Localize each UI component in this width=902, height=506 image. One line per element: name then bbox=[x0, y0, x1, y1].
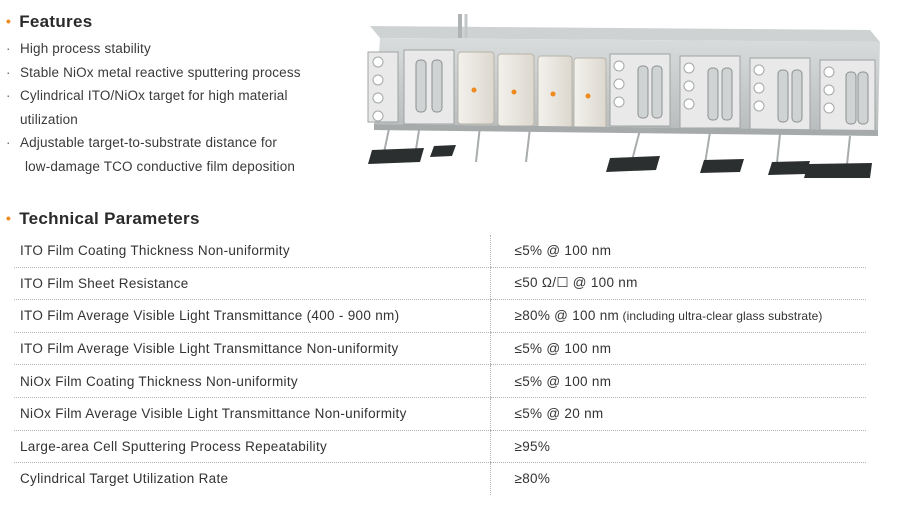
parameter-value: ≤5% @ 20 nm bbox=[489, 397, 866, 431]
parameter-name: Large-area Cell Sputtering Process Repea… bbox=[14, 430, 490, 464]
table-row: NiOx Film Coating Thickness Non-uniformi… bbox=[14, 364, 866, 398]
bullet-dot-icon: • bbox=[6, 13, 12, 29]
parameter-value: ≥95% bbox=[489, 430, 866, 464]
bullet-icon: · bbox=[6, 135, 11, 150]
parameter-name: NiOx Film Coating Thickness Non-uniformi… bbox=[14, 364, 490, 398]
parameter-value: ≤5% @ 100 nm bbox=[489, 235, 866, 268]
parameter-name: ITO Film Average Visible Light Transmitt… bbox=[14, 332, 490, 366]
parameter-value: ≤5% @ 100 nm bbox=[489, 364, 866, 398]
feature-item: · Adjustable target-to-substrate distanc… bbox=[6, 131, 356, 178]
bullet-icon: · bbox=[6, 41, 11, 56]
parameter-note: (including ultra-clear glass substrate) bbox=[619, 309, 823, 324]
bullet-icon: · bbox=[6, 88, 11, 103]
feature-item: · Cylindrical ITO/NiOx target for high m… bbox=[6, 84, 356, 131]
parameter-value: ≥80% bbox=[489, 462, 866, 495]
parameter-name: ITO Film Coating Thickness Non-uniformit… bbox=[14, 235, 490, 268]
parameters-table: ITO Film Coating Thickness Non-uniformit… bbox=[14, 235, 866, 495]
technical-parameters-heading: • Technical Parameters bbox=[6, 209, 200, 228]
parameter-value: ≤50 Ω/☐ @ 100 nm bbox=[489, 267, 866, 301]
table-row: ITO Film Coating Thickness Non-uniformit… bbox=[14, 235, 866, 268]
parameter-name: Cylindrical Target Utilization Rate bbox=[20, 471, 229, 487]
features-list: · High process stability · Stable NiOx m… bbox=[6, 37, 356, 178]
table-row: Large-area Cell Sputtering Process Repea… bbox=[14, 430, 866, 464]
bullet-icon: · bbox=[6, 64, 11, 80]
feature-item: · Stable NiOx metal reactive sputtering … bbox=[6, 61, 356, 85]
table-row: ITO Film Average Visible Light Transmitt… bbox=[14, 332, 866, 366]
parameter-value: ≥80% @ 100 nm (including ultra-clear gla… bbox=[489, 299, 866, 333]
table-row: NiOx Film Average Visible Light Transmit… bbox=[14, 397, 866, 431]
table-row: Cylindrical Target Utilization Rate ≥80% bbox=[14, 462, 866, 495]
bullet-dot-icon: • bbox=[6, 210, 12, 226]
feature-item: · High process stability bbox=[6, 37, 356, 61]
parameter-name: NiOx Film Average Visible Light Transmit… bbox=[14, 397, 490, 431]
parameter-name: ITO Film Average Visible Light Transmitt… bbox=[14, 299, 490, 333]
table-row: ITO Film Average Visible Light Transmitt… bbox=[14, 299, 866, 333]
features-heading: • Features bbox=[6, 12, 93, 31]
parameter-value: ≤5% @ 100 nm bbox=[489, 332, 866, 366]
table-row: ITO Film Sheet Resistance ≤50 Ω/☐ @ 100 … bbox=[14, 267, 866, 301]
parameter-name: ITO Film Sheet Resistance bbox=[14, 267, 490, 301]
sputtering-machine-image bbox=[367, 14, 880, 178]
